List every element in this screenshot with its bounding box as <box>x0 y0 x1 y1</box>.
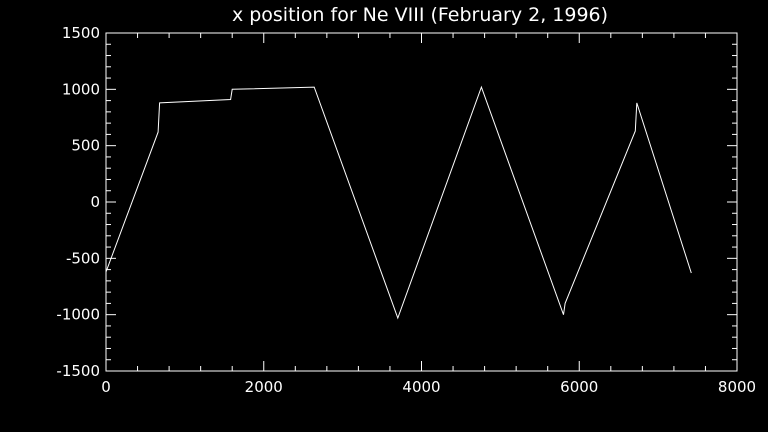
series-line <box>105 85 692 320</box>
x-tick-labels: 0 2000 4000 6000 8000 <box>101 378 756 396</box>
chart-title: x position for Ne VIII (February 2, 1996… <box>232 4 608 26</box>
x-tick-label: 0 <box>101 378 111 396</box>
plot-frame <box>105 32 738 372</box>
x-tick-label: 6000 <box>560 378 598 396</box>
axis-ticks <box>105 32 738 372</box>
y-tick-label: -1500 <box>56 362 100 380</box>
y-tick-label: -500 <box>66 249 100 267</box>
y-tick-label: 0 <box>90 193 100 211</box>
x-tick-label: 4000 <box>402 378 440 396</box>
y-tick-labels: -1500 -1000 -500 0 500 1000 1500 <box>56 24 100 380</box>
y-tick-label: -1000 <box>56 306 100 324</box>
x-tick-label: 8000 <box>718 378 756 396</box>
x-tick-label: 2000 <box>245 378 283 396</box>
y-tick-label: 1500 <box>62 24 100 42</box>
y-tick-label: 500 <box>71 137 100 155</box>
y-tick-label: 1000 <box>62 80 100 98</box>
